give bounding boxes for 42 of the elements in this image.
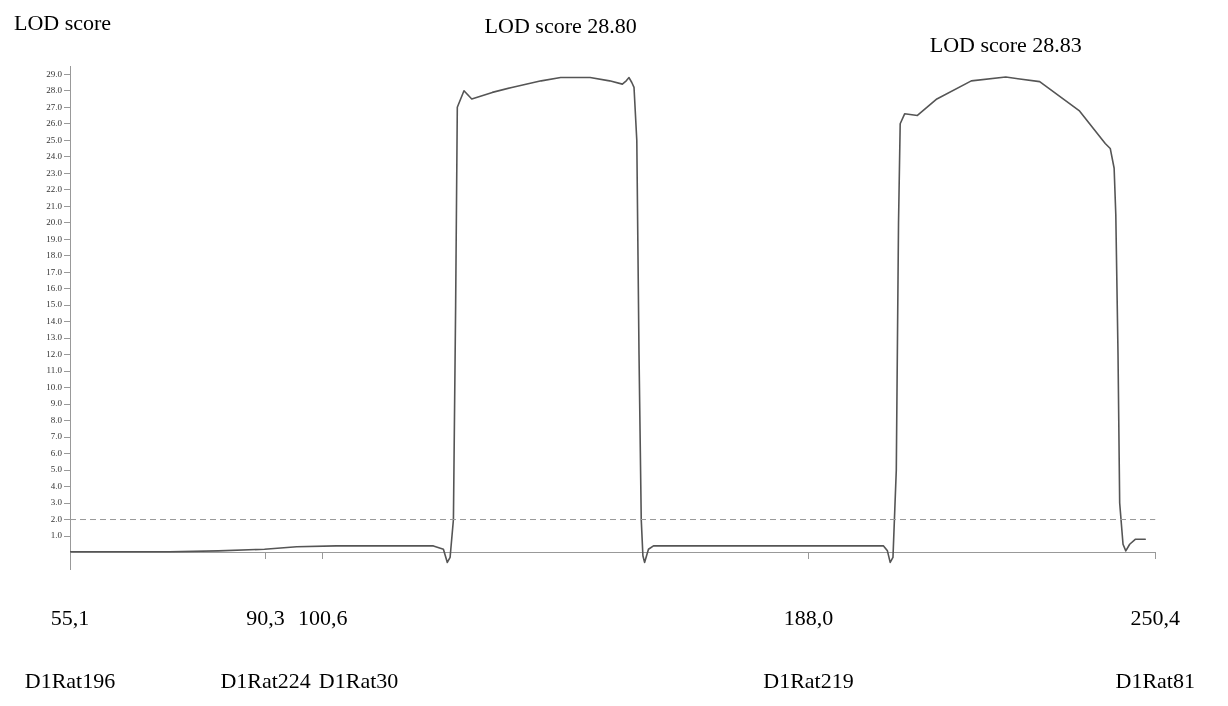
y-tick-label: 2.0 <box>50 513 63 524</box>
text: D1Rat196 <box>24 668 116 693</box>
y-tick-label: 19.0 <box>46 233 63 244</box>
text: D1Rat81 <box>1115 668 1195 693</box>
annotation: LOD score 28.80 <box>484 12 637 38</box>
y-tick-label: 28.0 <box>46 85 63 96</box>
y-tick-label: 11.0 <box>46 365 63 376</box>
y-tick-label: 26.0 <box>46 118 63 129</box>
y-tick-label: 16.0 <box>46 283 63 293</box>
y-axis-title: LOD score <box>14 10 112 35</box>
y-tick-label: 14.0 <box>46 315 63 326</box>
x-tick-label: 55,1 <box>50 605 90 631</box>
x-tick-label: 188,0 <box>783 605 834 631</box>
text: D1Rat224 <box>220 668 311 693</box>
y-tick-label: 24.0 <box>46 151 63 162</box>
y-tick-label: 7.0 <box>50 431 63 442</box>
y-tick-label: 6.0 <box>50 447 63 458</box>
y-tick-label: 1.0 <box>50 530 63 541</box>
y-tick-label: 13.0 <box>46 332 63 343</box>
x-tick-label: 250,4 <box>1130 605 1180 631</box>
y-tick-label: 8.0 <box>50 414 63 425</box>
y-tick-label: 15.0 <box>46 299 63 310</box>
y-tick-label: 21.0 <box>46 200 63 211</box>
text: D1Rat219 <box>763 668 854 693</box>
y-tick-label: 9.0 <box>50 398 63 409</box>
x-tick-label: 100,6 <box>298 605 348 631</box>
y-tick-label: 4.0 <box>50 480 63 491</box>
annotation: LOD score 28.83 <box>929 32 1082 58</box>
y-tick-label: 10.0 <box>46 381 63 392</box>
y-tick-label: 23.0 <box>46 167 63 178</box>
x-tick-label: 90,3 <box>246 605 285 631</box>
y-tick-label: 12.0 <box>46 348 63 359</box>
y-tick-label: 20.0 <box>46 217 63 228</box>
y-tick-label: 29.0 <box>46 68 63 79</box>
y-tick-label: 22.0 <box>46 184 63 195</box>
y-tick-label: 17.0 <box>46 266 63 277</box>
text: D1Rat30 <box>318 668 399 693</box>
y-tick-label: 3.0 <box>50 497 63 508</box>
y-tick-label: 5.0 <box>50 464 63 475</box>
y-tick-label: 27.0 <box>46 101 63 112</box>
y-tick-label: 25.0 <box>46 134 63 145</box>
y-tick-label: 18.0 <box>46 250 63 261</box>
